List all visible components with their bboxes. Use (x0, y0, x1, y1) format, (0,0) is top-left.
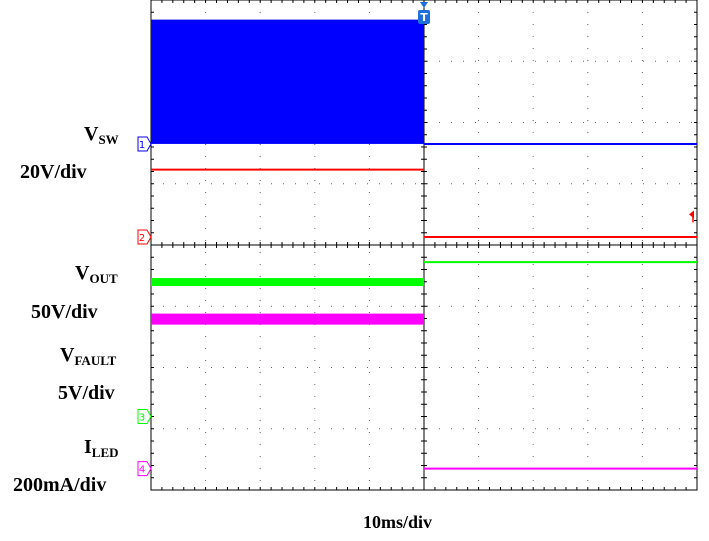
trigger-arrow (420, 2, 428, 8)
vsw-scale-label: 20V/div (20, 161, 87, 183)
channel-marker-text: 3 (139, 413, 145, 424)
trigger-text: T (420, 11, 428, 24)
trace-ch1-band (151, 19, 424, 144)
trigger-box (418, 10, 430, 24)
vout-label: VOUT (75, 262, 118, 286)
vout-scale-label: 50V/div (31, 301, 98, 323)
channel-marker-shape (137, 461, 152, 477)
channel-marker-text: 2 (139, 233, 145, 244)
channel-marker-text: 4 (139, 465, 145, 476)
channel-marker-4: 4 (137, 461, 152, 477)
iled-label: ILED (84, 436, 119, 460)
channel-markers: 1 2 3 4 T (137, 2, 694, 477)
channel-marker-shape (137, 229, 152, 245)
time-scale-label: 10ms/div (363, 512, 433, 532)
channel-marker-shape (137, 409, 152, 424)
vfault-label: VFAULT (60, 344, 117, 368)
channel-marker-3: 3 (137, 409, 152, 424)
trigger-marker: T (418, 2, 430, 24)
vfault-scale-label: 5V/div (58, 382, 115, 404)
channel-marker-text: 1 (139, 140, 145, 151)
vsw-label: VSW (84, 123, 119, 147)
channel-marker-2: 2 (137, 229, 152, 245)
channel-marker-shape (137, 136, 152, 152)
channel-marker-1: 1 (137, 136, 152, 152)
waveform-traces (151, 19, 697, 470)
iled-scale-label: 200mA/div (13, 474, 107, 496)
trace-ch3-band (151, 278, 424, 287)
trace-ch4-band (151, 313, 424, 325)
